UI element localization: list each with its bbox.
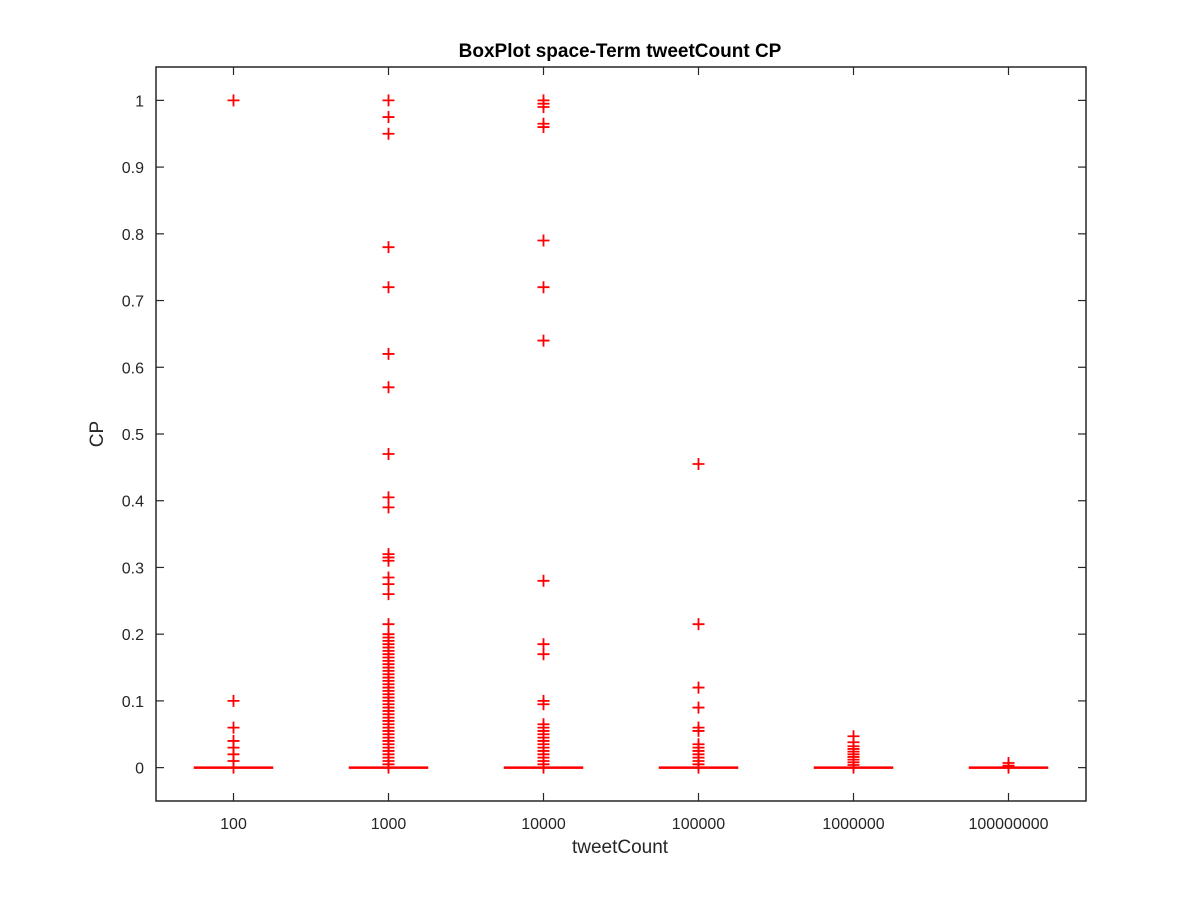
x-tick-label: 100000 (672, 816, 725, 833)
outlier-marker (382, 501, 395, 514)
outlier-marker (537, 281, 550, 294)
y-axis-label: CP (87, 421, 108, 447)
y-tick-label: 1 (135, 93, 144, 110)
x-tick-label: 10000 (521, 816, 566, 833)
outlier-marker (692, 724, 705, 737)
outlier-marker (382, 761, 395, 774)
x-tick-label: 100000000 (968, 816, 1048, 833)
y-tick-label: 0.5 (122, 427, 144, 444)
outlier-marker (382, 588, 395, 601)
outlier-marker (692, 618, 705, 631)
plot-area: 0 0.1 0.2 0.3 0.4 0.5 0.6 0.7 0.8 0.9 1 100 1000 1000… (122, 66, 1087, 833)
outlier-marker (692, 681, 705, 694)
outlier-marker (692, 458, 705, 471)
outlier-marker (382, 111, 395, 124)
x-tick-label: 1000 (371, 816, 407, 833)
outlier-marker (1002, 761, 1015, 774)
x-tick-label: 1000000 (822, 816, 884, 833)
outlier-marker (382, 578, 395, 591)
outlier-marker (382, 281, 395, 294)
y-tick-label: 0 (135, 761, 144, 778)
y-tick-label: 0.4 (122, 494, 144, 511)
outlier-marker (537, 121, 550, 134)
outlier-marker (382, 94, 395, 107)
outlier-marker (382, 448, 395, 461)
outlier-marker (537, 234, 550, 247)
outlier-marker (537, 761, 550, 774)
outlier-marker (382, 618, 395, 631)
x-tick-label: 100 (220, 816, 247, 833)
outlier-marker (382, 381, 395, 394)
outlier-marker (382, 241, 395, 254)
y-tick-label: 0.8 (122, 227, 144, 244)
y-tick-label: 0.9 (122, 160, 144, 177)
outlier-marker (537, 698, 550, 711)
outlier-marker (537, 638, 550, 651)
outlier-marker (382, 491, 395, 504)
outlier-marker (227, 694, 240, 707)
outlier-marker (537, 574, 550, 587)
outlier-marker (227, 721, 240, 734)
x-axis-label: tweetCount (572, 837, 669, 858)
outlier-marker (537, 334, 550, 347)
outlier-marker (382, 127, 395, 140)
outlier-marker (537, 648, 550, 661)
y-tick-label: 0.1 (122, 694, 144, 711)
y-tick-label: 0.2 (122, 627, 144, 644)
outlier-marker (692, 701, 705, 714)
outlier-marker (692, 761, 705, 774)
chart-title: BoxPlot space-Term tweetCount CP (459, 41, 782, 62)
y-tick-label: 0.6 (122, 360, 144, 377)
outlier-marker (537, 101, 550, 114)
outlier-marker (227, 761, 240, 774)
outlier-marker (227, 94, 240, 107)
outlier-marker (847, 761, 860, 774)
y-tick-label: 0.7 (122, 294, 144, 311)
outlier-marker (382, 554, 395, 567)
y-tick-label: 0.3 (122, 560, 144, 577)
outlier-marker (382, 347, 395, 360)
